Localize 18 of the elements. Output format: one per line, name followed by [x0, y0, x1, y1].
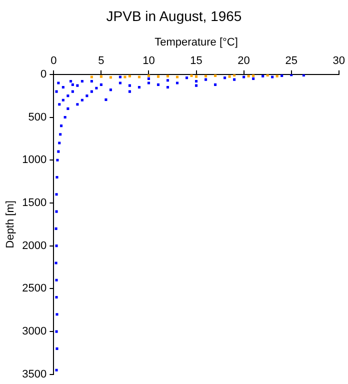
y-tick-label: 2500 — [22, 282, 47, 295]
y-tick-label: 1500 — [22, 197, 47, 210]
y-tick-label: 3500 — [22, 368, 47, 380]
chart-title: JPVB in August, 1965 — [105, 8, 243, 24]
y-tick-label: 0 — [40, 68, 47, 80]
y-tick-label: 1000 — [22, 154, 47, 166]
x-tick-label: 10 — [142, 54, 155, 67]
x-tick-label: 0 — [50, 54, 57, 67]
y-axis-title: Depth [m] — [4, 200, 17, 248]
y-tick-label: 500 — [28, 111, 47, 124]
x-tick-label: 30 — [332, 54, 346, 67]
x-tick-label: 15 — [190, 54, 202, 67]
x-axis-title: Temperature [°C] — [154, 36, 238, 49]
y-tick-label: 3000 — [22, 326, 47, 338]
x-tick-label: 25 — [285, 54, 298, 67]
x-tick-label: 5 — [98, 54, 104, 67]
y-tick-label: 2000 — [22, 240, 47, 252]
x-tick-label: 20 — [238, 54, 250, 67]
